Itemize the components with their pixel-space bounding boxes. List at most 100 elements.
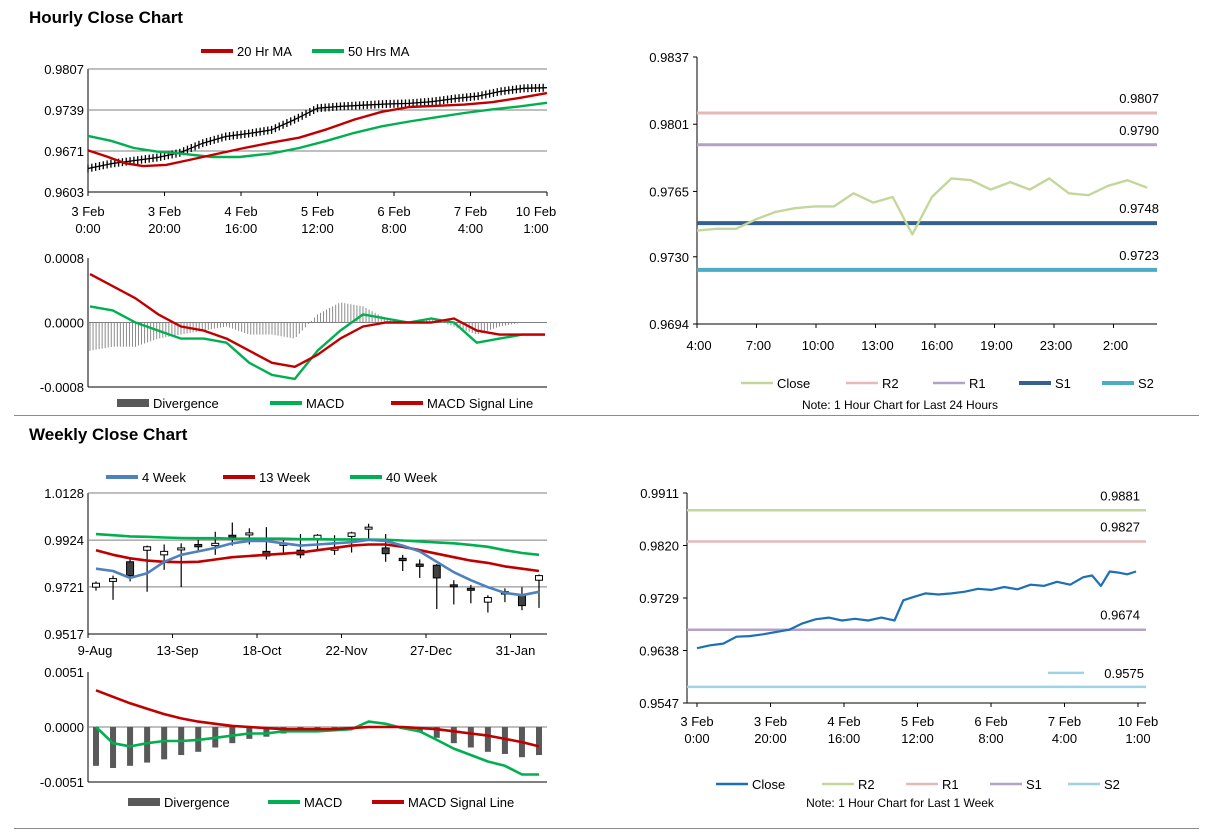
weekly-1w-close-line <box>696 570 1137 650</box>
weekly-candle-body <box>364 526 373 530</box>
hourly-24h-x-tick: 4:00 <box>686 338 711 353</box>
weekly-ma-x-tick: 9-Aug <box>78 643 113 658</box>
hourly-macd-line <box>89 305 545 381</box>
weekly-macd-divergence-bar <box>467 727 474 748</box>
weekly-legend-ma40-label: 40 Week <box>386 470 438 485</box>
weekly-ma-4-line <box>95 538 540 597</box>
hourly-ma-close-line <box>87 87 548 170</box>
hourly-24h-y-tick: 0.9694 <box>649 317 689 332</box>
weekly-candle-body <box>381 547 390 555</box>
weekly-ma-x-tick: 13-Sep <box>157 643 199 658</box>
weekly-candle-body <box>347 532 356 537</box>
weekly-ma-x-tick: 31-Jan <box>496 643 536 658</box>
weekly-section-title: Weekly Close Chart <box>29 425 188 444</box>
hourly-macd-y-tick: 0.0000 <box>44 316 84 331</box>
weekly-candle-body <box>245 532 254 536</box>
hourly-ma-y-tick: 0.9739 <box>44 103 84 118</box>
weekly-1w-x-tick: 3 Feb 20:00 <box>754 714 787 746</box>
weekly-macd-divergence-bar <box>263 727 270 737</box>
hourly-ma-y-tick: 0.9603 <box>44 185 84 200</box>
weekly-ma-x-tick: 27-Dec <box>410 643 452 658</box>
hourly-24h-level-label: 0.9748 <box>1119 201 1159 216</box>
weekly-1w-legend-close-label: Close <box>752 777 785 792</box>
section-divider <box>14 415 1199 416</box>
weekly-legend-divergence-swatch <box>128 798 160 806</box>
weekly-ma-y-tick: 1.0128 <box>44 486 84 501</box>
hourly-24h-legend-s2-label: S2 <box>1138 376 1154 391</box>
weekly-macd-divergence-bar <box>433 727 440 738</box>
hourly-ma-x-tick: 7 Feb 4:00 <box>454 204 487 236</box>
hourly-24h-y-tick: 0.9730 <box>649 250 689 265</box>
weekly-macd-divergence-bar <box>484 727 491 752</box>
weekly-legend-divergence-label: Divergence <box>164 795 230 810</box>
weekly-candle-body <box>160 550 169 556</box>
weekly-candle-body <box>143 546 152 551</box>
weekly-macd-divergence-bar <box>144 727 151 763</box>
weekly-candle-body <box>449 584 458 588</box>
hourly-24h-x-tick: 23:00 <box>1040 338 1073 353</box>
hourly-ma-50-line <box>87 101 548 159</box>
hourly-ma-x-tick: 4 Feb 16:00 <box>224 204 257 236</box>
weekly-candle-body <box>398 557 407 562</box>
weekly-macd-line <box>95 720 539 776</box>
weekly-1w-legend-s1-label: S1 <box>1026 777 1042 792</box>
hourly-24h-close-line <box>696 177 1148 236</box>
weekly-legend-ma4-label: 4 Week <box>142 470 186 485</box>
hourly-24h-y-tick: 0.9801 <box>649 117 689 132</box>
bottom-divider <box>14 828 1199 829</box>
weekly-1w-x-tick: 10 Feb 1:00 <box>1118 714 1158 746</box>
hourly-24h-y-tick: 0.9837 <box>649 50 689 65</box>
weekly-candle-body <box>92 582 100 588</box>
weekly-ma-40-line <box>95 532 540 557</box>
hourly-ma-x-tick: 3 Feb 20:00 <box>148 204 181 236</box>
weekly-candle-body <box>228 534 237 538</box>
weekly-ma-13-line <box>95 543 540 573</box>
hourly-ma-y-tick: 0.9671 <box>44 144 84 159</box>
hourly-ma-20-line <box>87 91 548 168</box>
hourly-legend-signal-label: MACD Signal Line <box>427 396 533 411</box>
hourly-24h-legend-s1-label: S1 <box>1055 376 1071 391</box>
hourly-24h-x-tick: 2:00 <box>1103 338 1128 353</box>
hourly-section-title: Hourly Close Chart <box>29 8 183 27</box>
weekly-macd-divergence-bar <box>161 727 168 760</box>
weekly-legend-ma13-label: 13 Week <box>259 470 311 485</box>
weekly-ma-y-tick: 0.9721 <box>44 580 84 595</box>
weekly-macd-divergence-bar <box>110 727 117 768</box>
weekly-macd-divergence-bar <box>450 727 457 744</box>
weekly-1w-legend-r1-label: R1 <box>942 777 959 792</box>
weekly-ma-x-tick: 18-Oct <box>242 643 281 658</box>
weekly-macd-y-tick: 0.0000 <box>44 720 84 735</box>
weekly-macd-y-tick: -0.0051 <box>40 775 84 790</box>
weekly-candle-body <box>466 587 475 591</box>
hourly-24h-level-label: 0.9723 <box>1119 248 1159 263</box>
weekly-1w-y-tick: 0.9638 <box>639 644 679 659</box>
hourly-24h-legend-r2-label: R2 <box>882 376 899 391</box>
weekly-1w-x-tick: 4 Feb 16:00 <box>827 714 860 746</box>
weekly-1w-level-label: 0.9827 <box>1100 519 1140 534</box>
weekly-1w-legend-r2-label: R2 <box>858 777 875 792</box>
weekly-1w-x-tick: 3 Feb 0:00 <box>680 714 713 746</box>
weekly-1w-x-tick: 6 Feb 8:00 <box>974 714 1007 746</box>
weekly-candle-body <box>517 594 526 607</box>
weekly-1w-y-tick: 0.9820 <box>639 539 679 554</box>
weekly-macd-y-tick: 0.0051 <box>44 665 84 680</box>
hourly-ma-x-tick: 3 Feb 0:00 <box>71 204 104 236</box>
weekly-macd-divergence-bar <box>536 727 542 756</box>
weekly-candle-body <box>194 543 203 548</box>
hourly-legend-ma50-label: 50 Hrs MA <box>348 44 410 59</box>
weekly-candle-body <box>126 561 135 577</box>
weekly-1w-x-tick: 5 Feb 12:00 <box>901 714 934 746</box>
weekly-macd-divergence-bar <box>416 727 423 733</box>
hourly-macd-y-tick: -0.0008 <box>40 380 84 395</box>
weekly-candle-body <box>177 547 186 551</box>
hourly-24h-x-tick: 13:00 <box>861 338 894 353</box>
hourly-macd-signal-line <box>89 273 545 368</box>
weekly-macd-divergence-bar <box>501 727 508 754</box>
weekly-ma-x-tick: 22-Nov <box>326 643 368 658</box>
weekly-1w-legend-s2-label: S2 <box>1104 777 1120 792</box>
hourly-24h-x-tick: 19:00 <box>980 338 1013 353</box>
weekly-1w-note: Note: 1 Hour Chart for Last 1 Week <box>806 796 995 810</box>
hourly-24h-legend-r1-label: R1 <box>969 376 986 391</box>
hourly-24h-legend-close-label: Close <box>777 376 810 391</box>
